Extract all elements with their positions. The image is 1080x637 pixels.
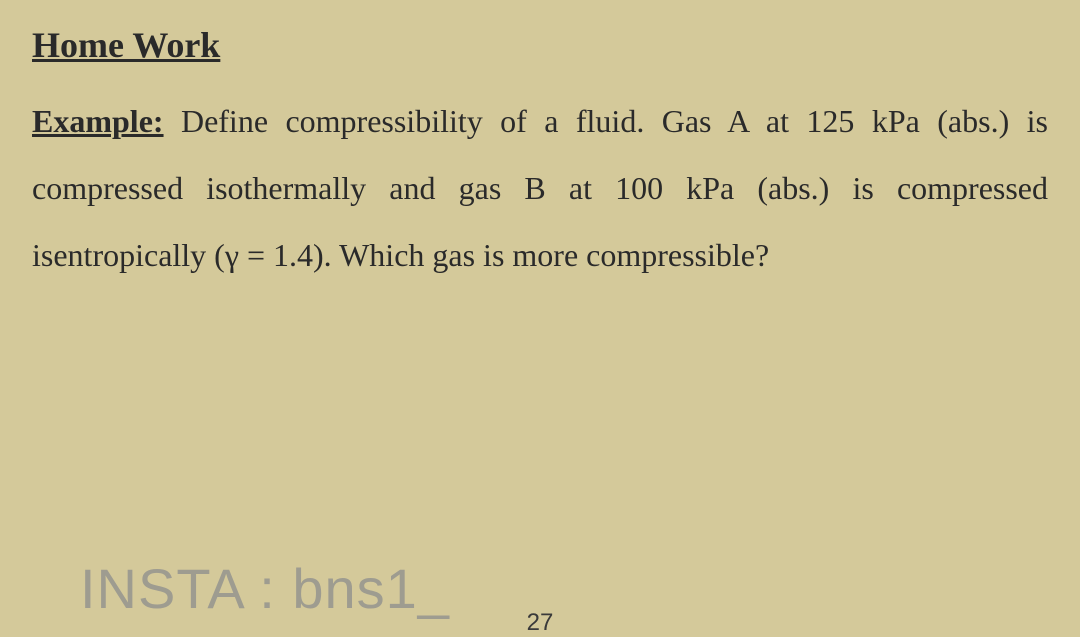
example-paragraph: Example: Define compressibility of a flu…: [32, 88, 1048, 290]
page-number: 27: [527, 609, 554, 637]
example-body: Define compressibility of a fluid. Gas A…: [32, 103, 1048, 273]
watermark-text: INSTA : bns1_: [80, 556, 450, 621]
page-heading: Home Work: [32, 24, 1048, 66]
example-label: Example:: [32, 103, 164, 139]
